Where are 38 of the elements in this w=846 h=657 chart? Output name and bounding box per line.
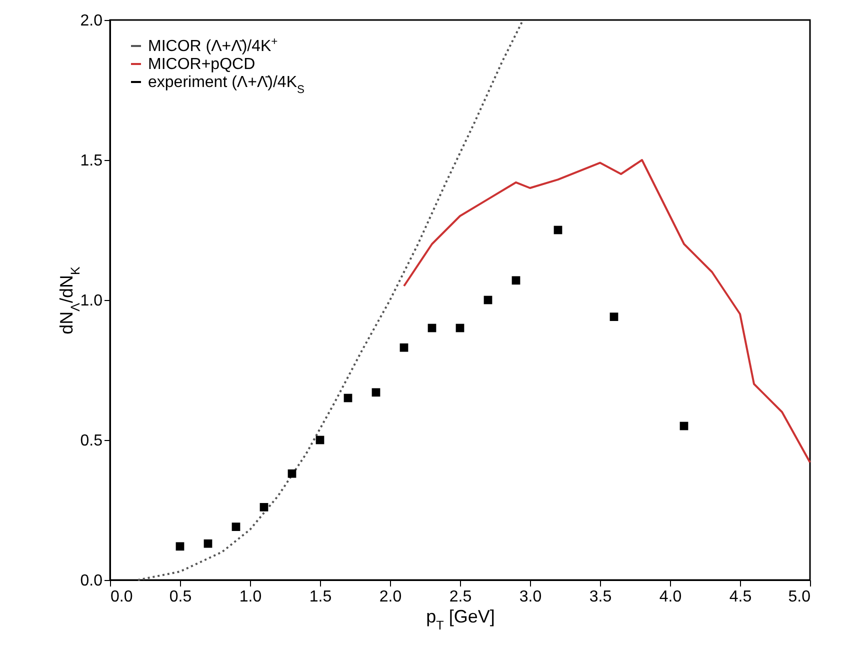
legend-label: MICOR (Λ+Λ̄)/4K$^{+}$ bbox=[148, 36, 278, 55]
legend-label: MICOR+pQCD bbox=[148, 56, 256, 73]
x-tick-label: 5.0 bbox=[788, 588, 811, 606]
x-tick-label: 1.0 bbox=[239, 588, 262, 606]
y-tick-label: 2.0 bbox=[80, 12, 103, 30]
point bbox=[316, 436, 324, 444]
line-series bbox=[137, 19, 524, 581]
x-tick-label: 1.5 bbox=[309, 588, 332, 606]
point bbox=[484, 296, 492, 304]
point bbox=[512, 276, 520, 285]
point bbox=[176, 542, 184, 551]
point bbox=[554, 226, 562, 234]
x-axis-title: p$_{T}$ [GeV] bbox=[426, 606, 495, 632]
point bbox=[456, 324, 464, 332]
point bbox=[428, 324, 436, 332]
point bbox=[680, 422, 688, 430]
point bbox=[260, 503, 268, 512]
point bbox=[232, 522, 240, 531]
point bbox=[288, 469, 296, 478]
y-tick-label: 0.0 bbox=[80, 572, 103, 590]
point bbox=[344, 394, 352, 402]
x-tick-label: 4.0 bbox=[659, 588, 682, 606]
point bbox=[372, 388, 380, 397]
y-tick-label: 1.0 bbox=[80, 292, 103, 310]
point bbox=[610, 312, 618, 321]
x-tick-label: 4.5 bbox=[729, 588, 752, 606]
x-tick-label: 0.5 bbox=[169, 588, 192, 606]
x-tick-label: 3.5 bbox=[589, 588, 612, 606]
legend-label: experiment (Λ+Λ̄)/4K$_{S}$ bbox=[148, 74, 304, 96]
x-tick-label: 3.0 bbox=[519, 588, 542, 606]
x-tick-label: 0.0 bbox=[110, 588, 133, 606]
x-tick-label: 2.0 bbox=[379, 588, 402, 606]
point bbox=[400, 343, 408, 352]
y-tick-label: 1.5 bbox=[80, 152, 103, 170]
x-tick-label: 2.5 bbox=[449, 588, 472, 606]
line-series bbox=[403, 159, 811, 464]
y-tick-label: 0.5 bbox=[80, 432, 103, 450]
point bbox=[204, 539, 212, 548]
